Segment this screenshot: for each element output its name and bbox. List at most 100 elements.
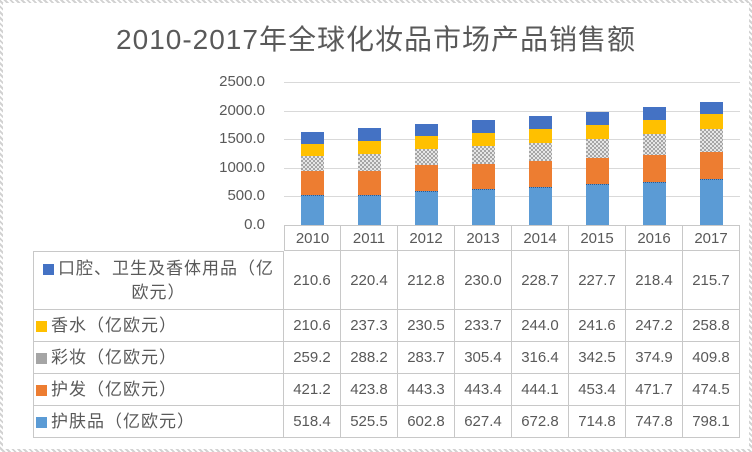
gridline	[284, 139, 740, 141]
bar-segment[interactable]	[301, 171, 324, 196]
bar-segment[interactable]	[472, 132, 495, 147]
gridline	[284, 196, 740, 198]
bar-column-2013	[455, 82, 512, 225]
legend-swatch-icon	[36, 352, 47, 364]
bar-segment[interactable]	[415, 123, 438, 136]
bar-segment[interactable]	[415, 190, 438, 225]
y-axis-tick-label: 500.0	[227, 187, 265, 205]
bar-segment[interactable]	[529, 143, 552, 162]
legend-label-cell: 护发（亿欧元）	[33, 374, 284, 406]
bar-segment[interactable]	[472, 119, 495, 133]
table-value-cell: 421.2	[284, 374, 341, 406]
table-value-cell: 259.2	[284, 342, 341, 374]
table-value-cell: 215.7	[683, 251, 740, 310]
bar-segment[interactable]	[643, 182, 666, 225]
plot-area	[284, 82, 740, 226]
bar-segment[interactable]	[415, 148, 438, 166]
legend-swatch-icon	[36, 384, 47, 396]
x-axis-category-label: 2011	[341, 225, 398, 251]
bar-segment[interactable]	[643, 155, 666, 183]
bar-segment[interactable]	[700, 101, 723, 114]
bar-segment[interactable]	[529, 186, 552, 225]
gridline	[284, 110, 740, 112]
series-name: 口腔、卫生及香体用品（亿欧元）	[58, 258, 274, 302]
bar-segment[interactable]	[358, 128, 381, 141]
bar-segment[interactable]	[529, 129, 552, 144]
bar-segment[interactable]	[301, 132, 324, 145]
table-value-cell: 423.8	[341, 374, 398, 406]
bar-segment[interactable]	[358, 154, 381, 171]
data-table: 2010 2011 2012 2013 2014 2015 2016 2017 口腔、卫生及香体…	[33, 225, 740, 438]
bar-segment[interactable]	[700, 113, 723, 129]
table-value-cell: 525.5	[341, 406, 398, 438]
bar-segment[interactable]	[643, 133, 666, 156]
table-value-cell: 714.8	[569, 406, 626, 438]
table-value-cell: 210.6	[284, 251, 341, 310]
table-value-cell: 247.2	[626, 310, 683, 342]
bar-column-2011	[341, 82, 398, 225]
bar-segment[interactable]	[358, 140, 381, 155]
bar-segment[interactable]	[472, 163, 495, 190]
bar-segment[interactable]	[358, 194, 381, 225]
bar-segment[interactable]	[700, 128, 723, 153]
x-axis-category-label: 2010	[284, 225, 341, 251]
bar-segment[interactable]	[301, 144, 324, 157]
bar-segment[interactable]	[529, 115, 552, 130]
bar-segment[interactable]	[472, 189, 495, 225]
bar-segment[interactable]	[472, 146, 495, 164]
table-value-cell: 672.8	[512, 406, 569, 438]
table-value-cell: 443.3	[398, 374, 455, 406]
bar-segment[interactable]	[700, 179, 723, 225]
table-value-cell: 228.7	[512, 251, 569, 310]
gridline	[284, 167, 740, 169]
table-value-cell: 230.0	[455, 251, 512, 310]
bar-segment[interactable]	[529, 161, 552, 187]
table-value-cell: 220.4	[341, 251, 398, 310]
table-value-cell: 237.3	[341, 310, 398, 342]
table-value-cell: 409.8	[683, 342, 740, 374]
bar-column-2014	[512, 82, 569, 225]
y-axis-tick-label: 2000.0	[219, 101, 265, 119]
series-name: 香水（亿欧元）	[51, 315, 177, 335]
bar-segment[interactable]	[415, 135, 438, 149]
table-value-cell: 227.7	[569, 251, 626, 310]
table-value-cell: 518.4	[284, 406, 341, 438]
table-value-cell: 241.6	[569, 310, 626, 342]
table-value-cell: 602.8	[398, 406, 455, 438]
table-value-cell: 443.4	[455, 374, 512, 406]
gridline	[284, 82, 740, 83]
x-axis-category-label: 2012	[398, 225, 455, 251]
table-value-cell: 342.5	[569, 342, 626, 374]
bar-segment[interactable]	[415, 165, 438, 191]
bar-segment[interactable]	[586, 124, 609, 139]
bar-segment[interactable]	[358, 170, 381, 195]
table-value-cell: 627.4	[455, 406, 512, 438]
table-corner-spacer	[33, 225, 284, 251]
y-axis-tick-label: 1500.0	[219, 130, 265, 148]
legend-swatch-icon	[43, 263, 54, 275]
y-axis-tick-label: 2500.0	[219, 73, 265, 90]
table-value-cell: 316.4	[512, 342, 569, 374]
table-value-cell: 471.7	[626, 374, 683, 406]
table-value-cell: 218.4	[626, 251, 683, 310]
table-value-cell: 283.7	[398, 342, 455, 374]
y-axis-tick-label: 0.0	[244, 216, 265, 233]
table-value-cell: 210.6	[284, 310, 341, 342]
x-axis-category-label: 2017	[683, 225, 740, 251]
bar-segment[interactable]	[586, 184, 609, 225]
bar-segment[interactable]	[586, 111, 609, 125]
series-name: 护发（亿欧元）	[51, 379, 177, 399]
bar-segment[interactable]	[301, 195, 324, 225]
bar-segment[interactable]	[586, 138, 609, 159]
bar-segment[interactable]	[643, 107, 666, 120]
bar-segment[interactable]	[586, 158, 609, 185]
table-value-cell: 474.5	[683, 374, 740, 406]
bar-segment[interactable]	[700, 152, 723, 180]
table-value-cell: 374.9	[626, 342, 683, 374]
legend-label-cell: 彩妆（亿欧元）	[33, 342, 284, 374]
table-value-cell: 798.1	[683, 406, 740, 438]
bar-segment[interactable]	[643, 119, 666, 134]
bar-segment[interactable]	[301, 156, 324, 172]
table-value-cell: 244.0	[512, 310, 569, 342]
